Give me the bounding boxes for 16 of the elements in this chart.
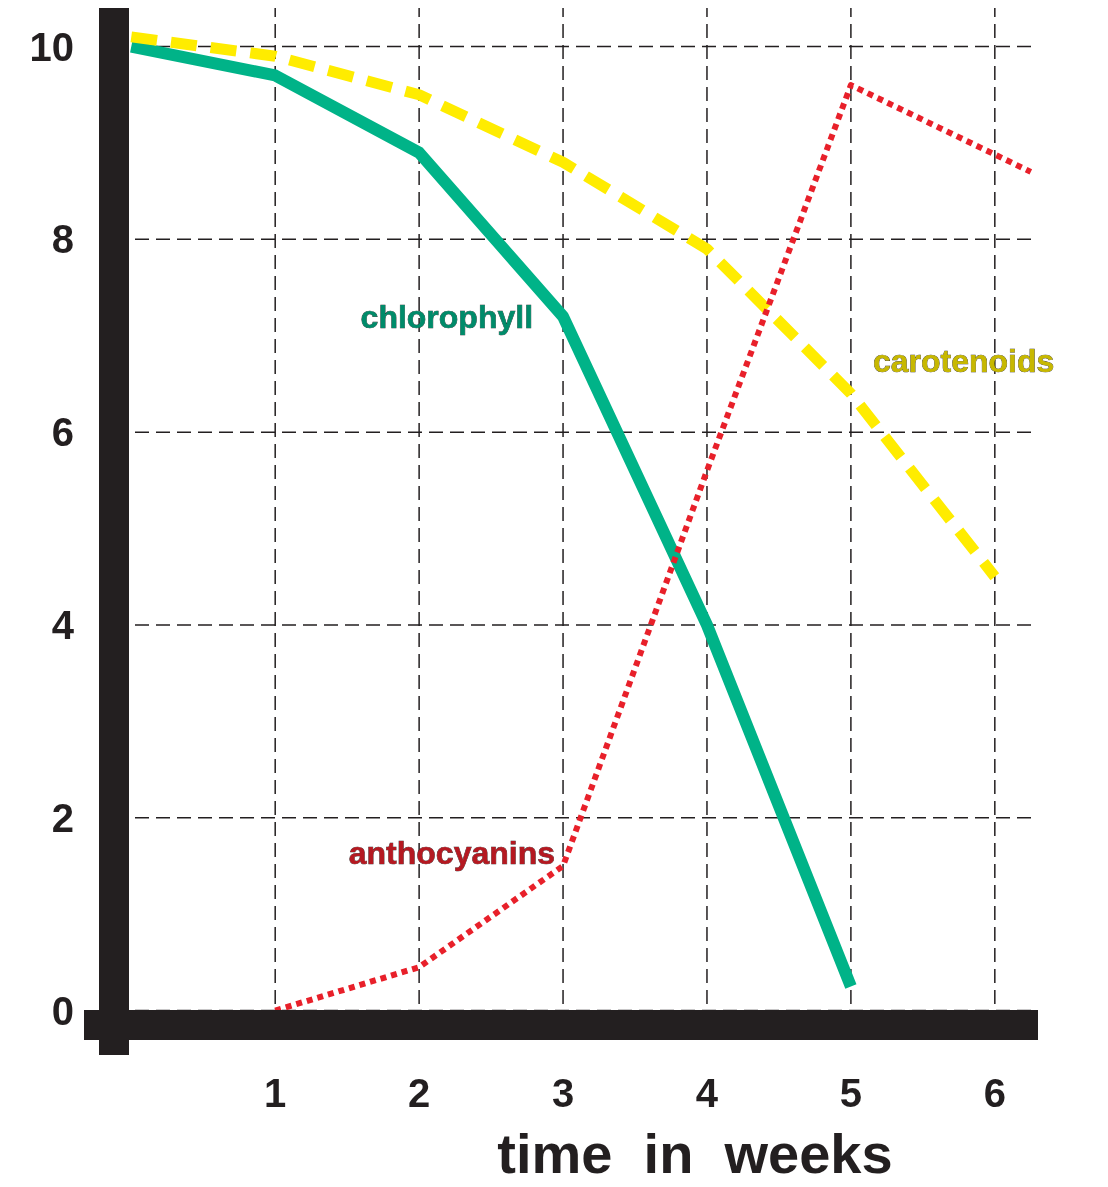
x-axis-title: time in weeks bbox=[497, 1122, 893, 1185]
y-tick-label: 10 bbox=[29, 24, 74, 69]
series-label: chlorophyll bbox=[360, 299, 534, 336]
y-tick-label: 4 bbox=[51, 602, 75, 647]
y-tick-label: 0 bbox=[51, 988, 74, 1033]
series-label: anthocyanins bbox=[348, 834, 556, 871]
y-tick-label: 2 bbox=[51, 795, 74, 840]
y-tick-label: 6 bbox=[51, 410, 74, 455]
x-tick-label: 3 bbox=[551, 1071, 575, 1115]
x-tick-label: 4 bbox=[695, 1071, 719, 1115]
x-tick-label: 2 bbox=[408, 1071, 431, 1115]
y-tick-label: 8 bbox=[51, 217, 74, 262]
series-label: carotenoids bbox=[872, 342, 1055, 379]
x-tick-label: 6 bbox=[983, 1071, 1006, 1115]
x-tick-label: 5 bbox=[839, 1071, 863, 1115]
x-tick-label: 1 bbox=[264, 1071, 287, 1115]
